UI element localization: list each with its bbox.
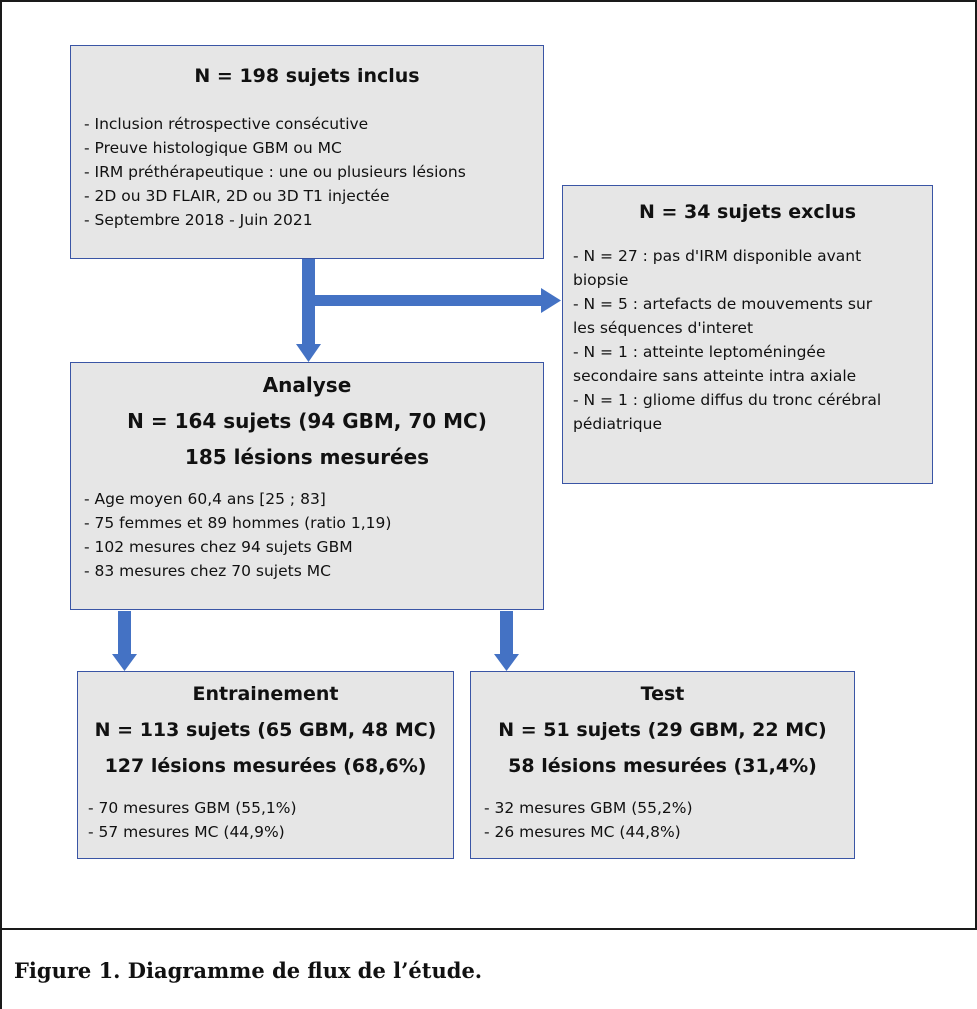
list-item: - IRM préthérapeutique : une ou plusieur… — [84, 163, 466, 181]
arrow-included-to-analysis-head — [296, 344, 321, 362]
arrow-to-training-shaft — [118, 611, 131, 656]
list-item: - Septembre 2018 - Juin 2021 — [84, 211, 313, 229]
list-item: - N = 1 : gliome diffus du tronc cérébra… — [573, 391, 882, 409]
analysis-box: Analyse N = 164 sujets (94 GBM, 70 MC) 1… — [70, 362, 544, 610]
excluded-list: - N = 27 : pas d'IRM disponible avant bi… — [573, 244, 932, 436]
list-item: - 102 mesures chez 94 sujets GBM — [84, 538, 353, 556]
list-item: secondaire sans atteinte intra axiale — [573, 367, 857, 385]
analysis-title: Analyse — [262, 373, 352, 397]
figure-caption: Figure 1. Diagramme de flux de l’étude. — [14, 958, 483, 983]
arrow-to-excluded-shaft — [315, 295, 543, 306]
list-item: - 2D ou 3D FLAIR, 2D ou 3D T1 injectée — [84, 187, 390, 205]
frame-divider — [0, 928, 977, 930]
frame-left — [0, 0, 2, 1009]
analysis-subjects: N = 164 sujets (94 GBM, 70 MC) — [127, 409, 487, 433]
analysis-list: - Age moyen 60,4 ans [25 ; 83] - 75 femm… — [84, 487, 543, 583]
analysis-lesions: 185 lésions mesurées — [184, 445, 430, 469]
training-title: Entrainement — [192, 683, 339, 705]
test-list: - 32 mesures GBM (55,2%) - 26 mesures MC… — [484, 796, 854, 844]
list-item: - N = 5 : artefacts de mouvements sur — [573, 295, 873, 313]
list-item: - 32 mesures GBM (55,2%) — [484, 799, 693, 817]
list-item: les séquences d'interet — [573, 319, 754, 337]
training-subjects: N = 113 sujets (65 GBM, 48 MC) — [94, 719, 437, 741]
list-item: biopsie — [573, 271, 629, 289]
test-box: Test N = 51 sujets (29 GBM, 22 MC) 58 lé… — [470, 671, 855, 859]
excluded-title: N = 34 sujets exclus — [638, 201, 857, 223]
test-lesions: 58 lésions mesurées (31,4%) — [508, 755, 817, 777]
list-item: - 70 mesures GBM (55,1%) — [88, 799, 297, 817]
arrow-to-training-head — [112, 654, 137, 671]
included-box: N = 198 sujets inclus - Inclusion rétros… — [70, 45, 544, 259]
arrow-to-test-shaft — [500, 611, 513, 656]
training-list: - 70 mesures GBM (55,1%) - 57 mesures MC… — [88, 796, 453, 844]
training-box: Entrainement N = 113 sujets (65 GBM, 48 … — [77, 671, 454, 859]
arrow-to-excluded-head — [541, 288, 561, 313]
test-subjects: N = 51 sujets (29 GBM, 22 MC) — [498, 719, 827, 741]
list-item: - Inclusion rétrospective consécutive — [84, 115, 369, 133]
excluded-box: N = 34 sujets exclus - N = 27 : pas d'IR… — [562, 185, 933, 484]
test-title: Test — [640, 683, 685, 705]
included-title: N = 198 sujets inclus — [194, 65, 420, 87]
list-item: - 26 mesures MC (44,8%) — [484, 823, 681, 841]
list-item: - Preuve histologique GBM ou MC — [84, 139, 342, 157]
arrow-to-test-head — [494, 654, 519, 671]
list-item: - 57 mesures MC (44,9%) — [88, 823, 285, 841]
list-item: - 75 femmes et 89 hommes (ratio 1,19) — [84, 514, 392, 532]
frame-top — [0, 0, 977, 2]
arrow-included-to-analysis-shaft — [302, 258, 315, 346]
list-item: - N = 27 : pas d'IRM disponible avant — [573, 247, 862, 265]
list-item: - N = 1 : atteinte leptoméningée — [573, 343, 826, 361]
list-item: pédiatrique — [573, 415, 662, 433]
list-item: - 83 mesures chez 70 sujets MC — [84, 562, 331, 580]
included-list: - Inclusion rétrospective consécutive - … — [84, 112, 543, 232]
list-item: - Age moyen 60,4 ans [25 ; 83] — [84, 490, 326, 508]
frame-right — [975, 0, 977, 930]
training-lesions: 127 lésions mesurées (68,6%) — [104, 755, 427, 777]
